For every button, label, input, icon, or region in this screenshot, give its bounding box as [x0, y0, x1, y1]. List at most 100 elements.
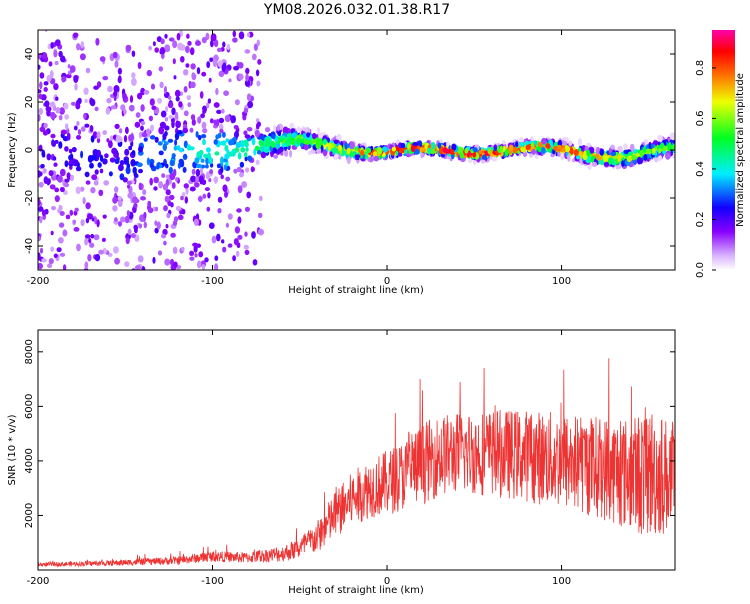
spectrogram-cell — [525, 144, 531, 150]
spectrogram-cell — [253, 43, 258, 51]
colorbar-gradient — [712, 30, 735, 270]
spectrogram-cell — [245, 73, 249, 82]
spectrogram-cell — [257, 150, 262, 155]
spectrogram-cell — [585, 149, 591, 157]
spectrogram-cell — [260, 151, 267, 159]
spectrogram-cell — [53, 50, 58, 58]
spectrogram-cell — [236, 208, 242, 213]
spectrogram-cell — [200, 113, 206, 119]
spectrogram-cell — [153, 176, 159, 184]
spectrogram-cell — [51, 206, 56, 211]
spectrogram-cell — [217, 208, 222, 214]
spectrogram-cell — [202, 128, 208, 134]
spectrogram-cell — [219, 128, 224, 134]
spectrogram-cell — [233, 168, 238, 174]
spectrogram-cell — [285, 140, 290, 145]
spectrogram-cell — [296, 126, 301, 134]
spectrogram-cell — [64, 114, 70, 120]
spectrogram-cell — [597, 156, 603, 161]
spectrogram-cell — [182, 127, 188, 134]
spectrogram-cell — [222, 131, 226, 138]
spectrogram-cell — [68, 159, 75, 165]
spectrogram-cell — [127, 184, 130, 189]
spectrogram-cell — [84, 98, 88, 104]
spectrogram-cell — [149, 162, 154, 169]
spectrogram-cell — [591, 161, 598, 167]
spectrogram-cell — [46, 153, 52, 161]
spectrogram-cell — [150, 124, 154, 132]
spectrogram-cell — [113, 85, 120, 93]
spectrogram-cell — [131, 77, 137, 86]
spectrogram-cell — [159, 81, 164, 89]
spectrogram-cell — [136, 162, 143, 168]
spectrogram-cell — [608, 157, 613, 165]
spectrogram-cell — [38, 64, 41, 70]
spectrogram-cell — [112, 51, 118, 59]
spectrogram-cell — [49, 184, 56, 190]
spectrogram-cell — [173, 145, 178, 151]
spectrogram-cell — [102, 214, 107, 219]
spectrogram-cell — [168, 37, 175, 42]
spectrogram-cell — [214, 177, 218, 184]
spectrogram-cell — [214, 263, 219, 270]
spectrogram-cell — [216, 163, 221, 169]
spectrogram-cell — [64, 160, 69, 168]
spectrogram-cell — [200, 167, 203, 175]
spectrogram-cell — [222, 184, 228, 192]
spectrogram-cell — [568, 140, 573, 147]
spectrogram-cell — [62, 264, 67, 270]
spectrogram-cell — [93, 180, 99, 186]
spectrogram-cell — [167, 101, 174, 109]
spectrogram-cell — [236, 61, 240, 67]
spectrogram-cell — [306, 132, 310, 138]
spectrogram-cell — [562, 141, 568, 146]
spectrogram-cell — [75, 186, 81, 195]
spectrogram-cell — [54, 60, 59, 66]
spectrogram-cell — [296, 137, 301, 145]
spectrogram-cell — [200, 158, 205, 163]
spectrogram-cell — [75, 102, 81, 110]
spectrogram-cell — [537, 146, 542, 153]
spectrogram-cell — [69, 153, 74, 162]
spectrogram-cell — [64, 146, 69, 152]
spectrogram-cell — [114, 123, 120, 129]
spectrogram-cell — [93, 85, 99, 90]
spectrogram-cell — [493, 144, 497, 152]
snr-series-line — [38, 358, 675, 568]
spectrogram-cell — [236, 250, 240, 257]
spectrogram-cell — [67, 64, 71, 69]
spectrogram-cell — [59, 252, 66, 257]
spectrogram-cell — [189, 250, 195, 256]
spectrogram-cell — [164, 44, 171, 52]
spectrogram-cell — [181, 208, 186, 215]
spectrogram-cell — [141, 132, 148, 138]
spectrogram-cell — [124, 148, 130, 156]
spectrogram-cell — [61, 272, 65, 277]
spectrogram-cell — [87, 213, 93, 220]
spectrogram-cell — [58, 50, 63, 58]
spectrogram-cell — [565, 137, 570, 143]
spectrogram-cell — [333, 139, 339, 145]
spectrogram-cell — [58, 222, 65, 228]
spectrogram-cell — [106, 98, 112, 104]
spectrogram-cell — [88, 238, 92, 244]
spectrogram-cell — [595, 146, 601, 155]
x-tick-label: 0 — [384, 276, 390, 287]
spectrogram-cell — [60, 129, 67, 135]
spectrogram-cell — [102, 158, 108, 165]
spectrogram-cell — [201, 36, 207, 44]
spectrogram-marks — [38, 30, 675, 277]
spectrogram-cell — [197, 196, 203, 202]
spectrogram-cell — [65, 214, 71, 220]
spectrogram-cell — [382, 146, 388, 153]
spectrogram-cell — [114, 158, 120, 165]
spectrogram-cell — [530, 142, 535, 147]
spectrogram-cell — [257, 212, 263, 219]
spectrogram-cell — [177, 130, 183, 135]
spectrogram-cell — [162, 183, 168, 191]
spectrogram-cell — [165, 163, 169, 169]
spectrogram-cell — [148, 115, 153, 122]
spectrogram-cell — [90, 233, 95, 239]
spectrogram-cell — [174, 132, 180, 141]
spectrogram-cell — [154, 136, 159, 143]
